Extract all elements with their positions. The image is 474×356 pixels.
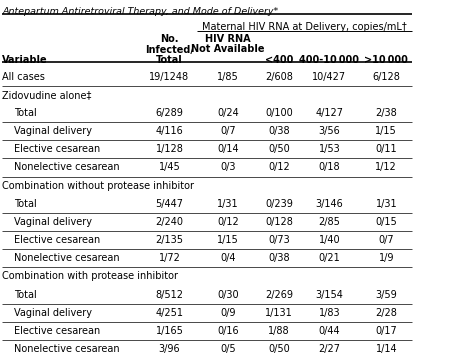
Text: 0/21: 0/21	[319, 253, 340, 263]
Text: Total: Total	[156, 55, 183, 65]
Text: Total: Total	[14, 289, 37, 300]
Text: 2/28: 2/28	[375, 308, 397, 318]
Text: 0/5: 0/5	[220, 344, 236, 354]
Text: 0/12: 0/12	[218, 217, 239, 227]
Text: 0/14: 0/14	[218, 144, 239, 155]
Text: 2/608: 2/608	[265, 72, 293, 82]
Text: Elective cesarean: Elective cesarean	[14, 144, 100, 155]
Text: 1/128: 1/128	[155, 144, 183, 155]
Text: 1/15: 1/15	[218, 235, 239, 245]
Text: 3/146: 3/146	[316, 199, 343, 209]
Text: 0/18: 0/18	[319, 162, 340, 173]
Text: No.: No.	[160, 34, 179, 44]
Text: 1/131: 1/131	[265, 308, 293, 318]
Text: 1/9: 1/9	[379, 253, 394, 263]
Text: Vaginal delivery: Vaginal delivery	[14, 308, 92, 318]
Text: 3/56: 3/56	[319, 126, 340, 136]
Text: 0/50: 0/50	[268, 144, 290, 155]
Text: 2/269: 2/269	[265, 289, 293, 300]
Text: 0/16: 0/16	[218, 326, 239, 336]
Text: <400: <400	[265, 55, 293, 65]
Text: 2/135: 2/135	[155, 235, 183, 245]
Text: All cases: All cases	[2, 72, 45, 82]
Text: Elective cesarean: Elective cesarean	[14, 326, 100, 336]
Text: Total: Total	[14, 108, 37, 118]
Text: 1/88: 1/88	[268, 326, 290, 336]
Text: 8/512: 8/512	[155, 289, 183, 300]
Text: 0/100: 0/100	[265, 108, 293, 118]
Text: Vaginal delivery: Vaginal delivery	[14, 217, 92, 227]
Text: Nonelective cesarean: Nonelective cesarean	[14, 344, 120, 354]
Text: 1/12: 1/12	[375, 162, 397, 173]
Text: 400-10 000: 400-10 000	[300, 55, 359, 65]
Text: 0/15: 0/15	[375, 217, 397, 227]
Text: 2/38: 2/38	[375, 108, 397, 118]
Text: 0/9: 0/9	[220, 308, 236, 318]
Text: Nonelective cesarean: Nonelective cesarean	[14, 162, 120, 173]
Text: 0/44: 0/44	[319, 326, 340, 336]
Text: 1/15: 1/15	[375, 126, 397, 136]
Text: 5/447: 5/447	[155, 199, 183, 209]
Text: 4/127: 4/127	[315, 108, 344, 118]
Text: 0/7: 0/7	[379, 235, 394, 245]
Text: 0/239: 0/239	[265, 199, 293, 209]
Text: 0/24: 0/24	[218, 108, 239, 118]
Text: 6/128: 6/128	[373, 72, 400, 82]
Text: 0/3: 0/3	[220, 162, 236, 173]
Text: 0/38: 0/38	[268, 126, 290, 136]
Text: 2/27: 2/27	[319, 344, 340, 354]
Text: Combination with protease inhibitor: Combination with protease inhibitor	[2, 271, 178, 282]
Text: Elective cesarean: Elective cesarean	[14, 235, 100, 245]
Text: 0/7: 0/7	[220, 126, 236, 136]
Text: 4/116: 4/116	[155, 126, 183, 136]
Text: Infected/: Infected/	[145, 44, 194, 54]
Text: 1/40: 1/40	[319, 235, 340, 245]
Text: 3/59: 3/59	[375, 289, 397, 300]
Text: 1/31: 1/31	[375, 199, 397, 209]
Text: 1/83: 1/83	[319, 308, 340, 318]
Text: 2/85: 2/85	[319, 217, 340, 227]
Text: 0/38: 0/38	[268, 253, 290, 263]
Text: 1/72: 1/72	[158, 253, 181, 263]
Text: Maternal HIV RNA at Delivery, copies/mL†: Maternal HIV RNA at Delivery, copies/mL†	[202, 22, 407, 32]
Text: 0/11: 0/11	[375, 144, 397, 155]
Text: 0/4: 0/4	[220, 253, 236, 263]
Text: 0/128: 0/128	[265, 217, 293, 227]
Text: Vaginal delivery: Vaginal delivery	[14, 126, 92, 136]
Text: 1/85: 1/85	[218, 72, 239, 82]
Text: 0/17: 0/17	[375, 326, 397, 336]
Text: 1/31: 1/31	[218, 199, 239, 209]
Text: 0/73: 0/73	[268, 235, 290, 245]
Text: Total: Total	[14, 199, 37, 209]
Text: Not Available: Not Available	[191, 44, 265, 54]
Text: Zidovudine alone‡: Zidovudine alone‡	[2, 90, 92, 100]
Text: 3/96: 3/96	[159, 344, 180, 354]
Text: 19/1248: 19/1248	[149, 72, 190, 82]
Text: >10 000: >10 000	[365, 55, 408, 65]
Text: Combination without protease inhibitor: Combination without protease inhibitor	[2, 180, 194, 191]
Text: 1/53: 1/53	[319, 144, 340, 155]
Text: Variable: Variable	[2, 55, 48, 65]
Text: 1/14: 1/14	[375, 344, 397, 354]
Text: 1/45: 1/45	[159, 162, 180, 173]
Text: 1/165: 1/165	[155, 326, 183, 336]
Text: Antepartum Antiretroviral Therapy, and Mode of Delivery*: Antepartum Antiretroviral Therapy, and M…	[2, 7, 279, 16]
Text: 4/251: 4/251	[155, 308, 183, 318]
Text: 0/12: 0/12	[268, 162, 290, 173]
Text: 2/240: 2/240	[155, 217, 183, 227]
Text: 0/30: 0/30	[218, 289, 239, 300]
Text: Nonelective cesarean: Nonelective cesarean	[14, 253, 120, 263]
Text: 6/289: 6/289	[155, 108, 183, 118]
Text: HIV RNA: HIV RNA	[205, 34, 251, 44]
Text: 10/427: 10/427	[312, 72, 346, 82]
Text: 3/154: 3/154	[316, 289, 343, 300]
Text: 0/50: 0/50	[268, 344, 290, 354]
